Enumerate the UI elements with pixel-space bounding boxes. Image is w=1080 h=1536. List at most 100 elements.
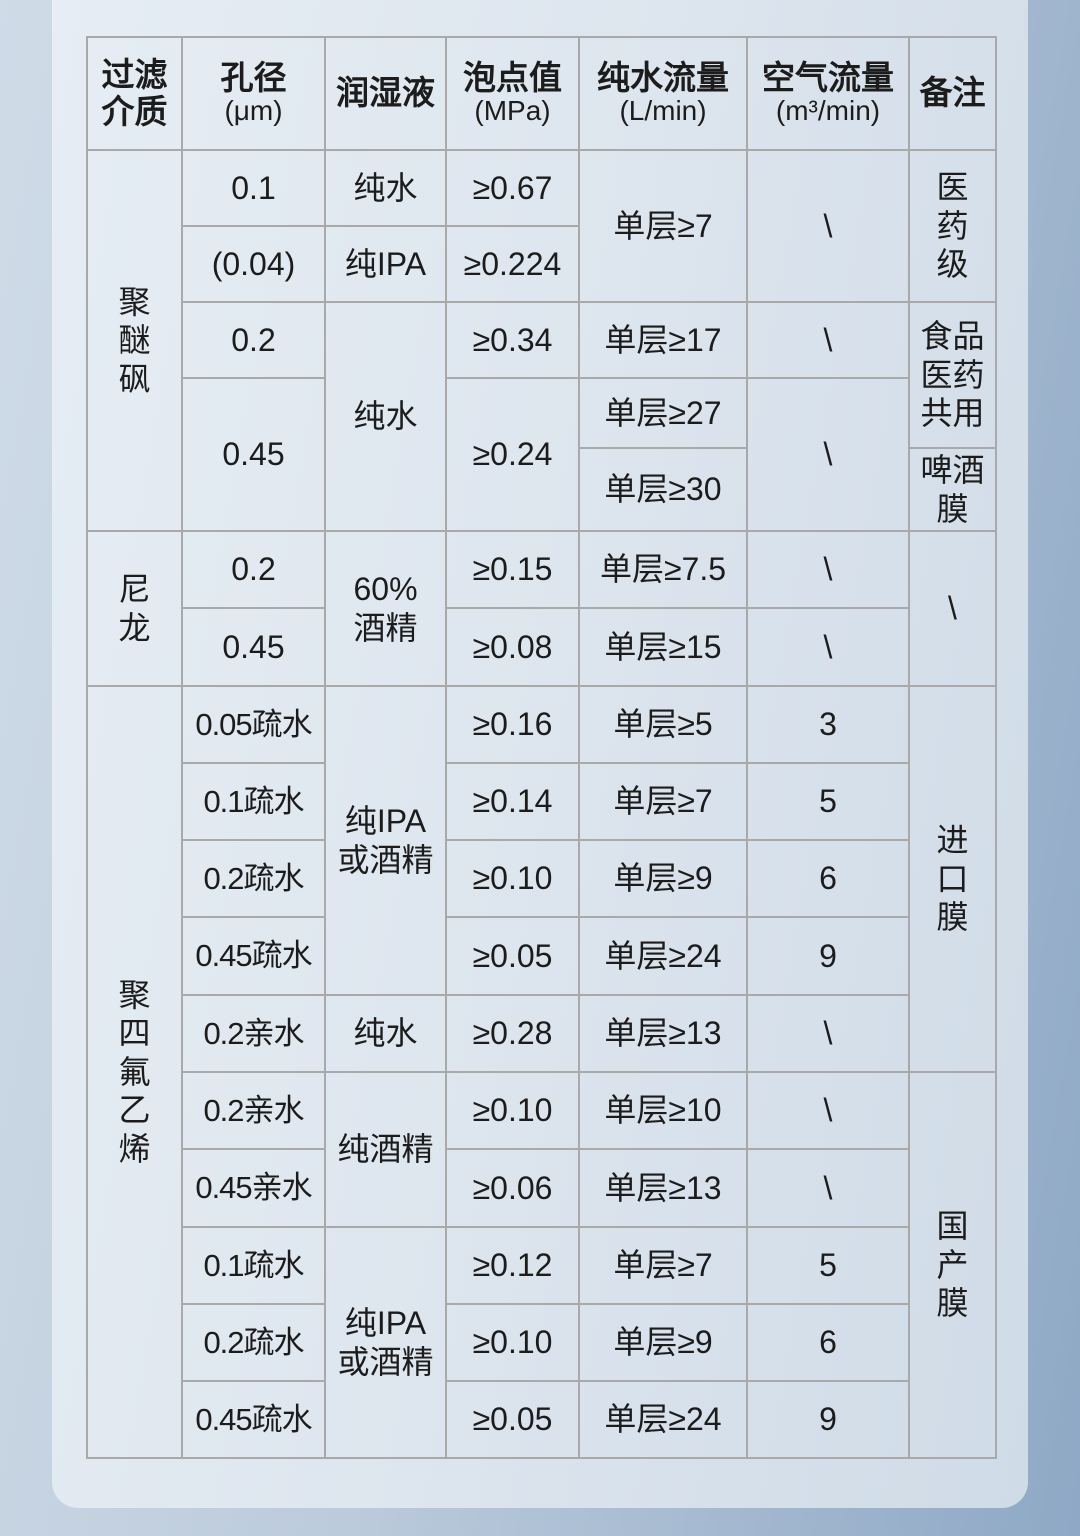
- wetting-cell: 纯IPA: [326, 227, 447, 303]
- water-flow-cell: 单层≥9: [580, 841, 748, 918]
- water-flow-cell: 单层≥13: [580, 996, 748, 1073]
- header-medium: 过滤 介质: [88, 38, 183, 151]
- bubble-cell: ≥0.16: [447, 687, 580, 764]
- water-flow-cell: 单层≥7: [580, 1228, 748, 1305]
- header-air-flow: 空气流量 (m³/min): [748, 38, 910, 151]
- pore-cell: 0.2亲水: [183, 1073, 326, 1150]
- water-flow-cell: 单层≥7: [580, 764, 748, 841]
- water-flow-cell: 单层≥7: [580, 151, 748, 303]
- air-flow-cell: \: [748, 532, 910, 609]
- bubble-cell: ≥0.10: [447, 1305, 580, 1382]
- bubble-cell: ≥0.28: [447, 996, 580, 1073]
- bubble-cell: ≥0.10: [447, 841, 580, 918]
- bubble-cell: ≥0.24: [447, 379, 580, 532]
- header-pore-label: 孔径: [220, 58, 287, 96]
- header-bubble: 泡点值 (MPa): [447, 38, 580, 151]
- air-flow-cell: \: [748, 609, 910, 687]
- air-flow-cell: \: [748, 379, 910, 532]
- air-flow-cell: 3: [748, 687, 910, 764]
- pore-cell: 0.45疏水: [183, 1382, 326, 1459]
- bubble-cell: ≥0.08: [447, 609, 580, 687]
- bubble-cell: ≥0.12: [447, 1228, 580, 1305]
- bubble-cell: ≥0.34: [447, 303, 580, 379]
- wetting-cell: 纯IPA 或酒精: [326, 687, 447, 996]
- pore-cell: 0.2: [183, 303, 326, 379]
- pore-cell: 0.2: [183, 532, 326, 609]
- bubble-cell: ≥0.05: [447, 918, 580, 996]
- air-flow-cell: \: [748, 151, 910, 303]
- pore-cell: 0.45亲水: [183, 1150, 326, 1228]
- bubble-cell: ≥0.224: [447, 227, 580, 303]
- note-cell: 啤酒 膜: [910, 449, 997, 532]
- air-flow-cell: 9: [748, 1382, 910, 1459]
- water-flow-cell: 单层≥15: [580, 609, 748, 687]
- wetting-cell: 纯酒精: [326, 1073, 447, 1228]
- wetting-cell: 纯IPA 或酒精: [326, 1228, 447, 1459]
- air-flow-cell: \: [748, 303, 910, 379]
- header-pore: 孔径 (μm): [183, 38, 326, 151]
- wetting-cell: 纯水: [326, 303, 447, 532]
- header-bubble-label: 泡点值: [463, 58, 562, 96]
- pore-cell: 0.1疏水: [183, 764, 326, 841]
- header-water-flow-label: 纯水流量: [597, 58, 729, 96]
- bubble-cell: ≥0.15: [447, 532, 580, 609]
- note-cell: 进 口 膜: [910, 687, 997, 1073]
- air-flow-cell: \: [748, 1073, 910, 1150]
- pore-cell: (0.04): [183, 227, 326, 303]
- wetting-cell: 60% 酒精: [326, 532, 447, 687]
- pore-cell: 0.2疏水: [183, 841, 326, 918]
- pore-cell: 0.2亲水: [183, 996, 326, 1073]
- water-flow-cell: 单层≥10: [580, 1073, 748, 1150]
- header-wetting-label: 润湿液: [336, 74, 435, 112]
- header-pore-unit: (μm): [224, 95, 283, 127]
- air-flow-cell: 6: [748, 841, 910, 918]
- air-flow-cell: 5: [748, 1228, 910, 1305]
- wetting-cell: 纯水: [326, 151, 447, 227]
- header-air-flow-label: 空气流量: [762, 58, 894, 96]
- water-flow-cell: 单层≥7.5: [580, 532, 748, 609]
- air-flow-cell: 9: [748, 918, 910, 996]
- note-cell: 食品 医药 共用: [910, 303, 997, 449]
- header-note: 备注: [910, 38, 997, 151]
- bubble-cell: ≥0.14: [447, 764, 580, 841]
- header-bubble-unit: (MPa): [474, 95, 551, 127]
- header-water-flow-unit: (L/min): [619, 95, 707, 127]
- wetting-cell: 纯水: [326, 996, 447, 1073]
- pore-cell: 0.1疏水: [183, 1228, 326, 1305]
- medium-cell: 尼 龙: [88, 532, 183, 687]
- water-flow-cell: 单层≥27: [580, 379, 748, 449]
- water-flow-cell: 单层≥24: [580, 1382, 748, 1459]
- water-flow-cell: 单层≥24: [580, 918, 748, 996]
- air-flow-cell: 6: [748, 1305, 910, 1382]
- pore-cell: 0.45: [183, 379, 326, 532]
- pore-cell: 0.1: [183, 151, 326, 227]
- water-flow-cell: 单层≥13: [580, 1150, 748, 1228]
- bubble-cell: ≥0.67: [447, 151, 580, 227]
- pore-cell: 0.2疏水: [183, 1305, 326, 1382]
- air-flow-cell: \: [748, 1150, 910, 1228]
- water-flow-cell: 单层≥9: [580, 1305, 748, 1382]
- note-cell: \: [910, 532, 997, 687]
- bubble-cell: ≥0.06: [447, 1150, 580, 1228]
- header-air-flow-unit: (m³/min): [775, 95, 881, 127]
- water-flow-cell: 单层≥5: [580, 687, 748, 764]
- medium-cell: 聚 四 氟 乙 烯: [88, 687, 183, 1459]
- air-flow-cell: \: [748, 996, 910, 1073]
- content-card: [52, 0, 1028, 1508]
- header-note-label: 备注: [919, 74, 986, 112]
- header-medium-label: 过滤 介质: [101, 56, 168, 130]
- header-wetting: 润湿液: [326, 38, 447, 151]
- note-cell: 国 产 膜: [910, 1073, 997, 1459]
- bubble-cell: ≥0.05: [447, 1382, 580, 1459]
- pore-cell: 0.45: [183, 609, 326, 687]
- water-flow-cell: 单层≥17: [580, 303, 748, 379]
- medium-cell: 聚 醚 砜: [88, 151, 183, 532]
- water-flow-cell: 单层≥30: [580, 449, 748, 532]
- pore-cell: 0.05疏水: [183, 687, 326, 764]
- bubble-cell: ≥0.10: [447, 1073, 580, 1150]
- filter-membrane-spec-table: 过滤 介质 孔径 (μm) 润湿液 泡点值 (MPa) 纯水流量 (L/min) 空气…: [86, 36, 997, 1459]
- air-flow-cell: 5: [748, 764, 910, 841]
- pore-cell: 0.45疏水: [183, 918, 326, 996]
- header-water-flow: 纯水流量 (L/min): [580, 38, 748, 151]
- note-cell: 医 药 级: [910, 151, 997, 303]
